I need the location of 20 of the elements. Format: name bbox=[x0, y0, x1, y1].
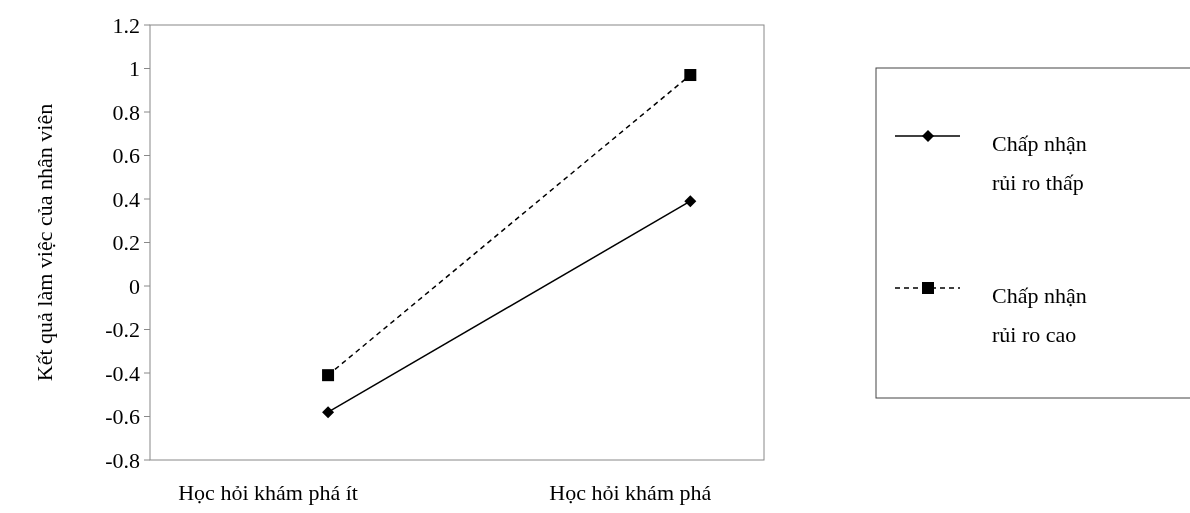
y-tick-label: 0.2 bbox=[112, 230, 140, 256]
y-tick-label: 0 bbox=[129, 273, 140, 299]
y-tick-label: 0.6 bbox=[112, 143, 140, 169]
legend-label: Chấp nhận rủi ro cao bbox=[992, 283, 1087, 347]
y-tick-label: -0.4 bbox=[105, 360, 140, 386]
x-tick-label: Học hỏi khám phá ít bbox=[178, 480, 358, 505]
point bbox=[684, 69, 697, 82]
y-tick-label: -0.2 bbox=[105, 317, 140, 343]
point bbox=[684, 195, 697, 208]
x-tick-label: Học hỏi khám phá bbox=[549, 480, 712, 505]
y-tick-label: -0.6 bbox=[105, 404, 140, 430]
y-tick-label: 1.2 bbox=[112, 12, 140, 38]
y-axis-title: Kết quả làm việc của nhân viên bbox=[32, 103, 57, 382]
y-tick-label: 0.8 bbox=[112, 99, 140, 125]
point bbox=[322, 406, 335, 419]
y-tick-label: 1 bbox=[129, 56, 140, 82]
legend-label: Chấp nhận rủi ro thấp bbox=[992, 131, 1087, 195]
y-tick-label: -0.8 bbox=[105, 447, 140, 473]
y-tick-label: 0.4 bbox=[112, 186, 140, 212]
point bbox=[322, 369, 335, 382]
